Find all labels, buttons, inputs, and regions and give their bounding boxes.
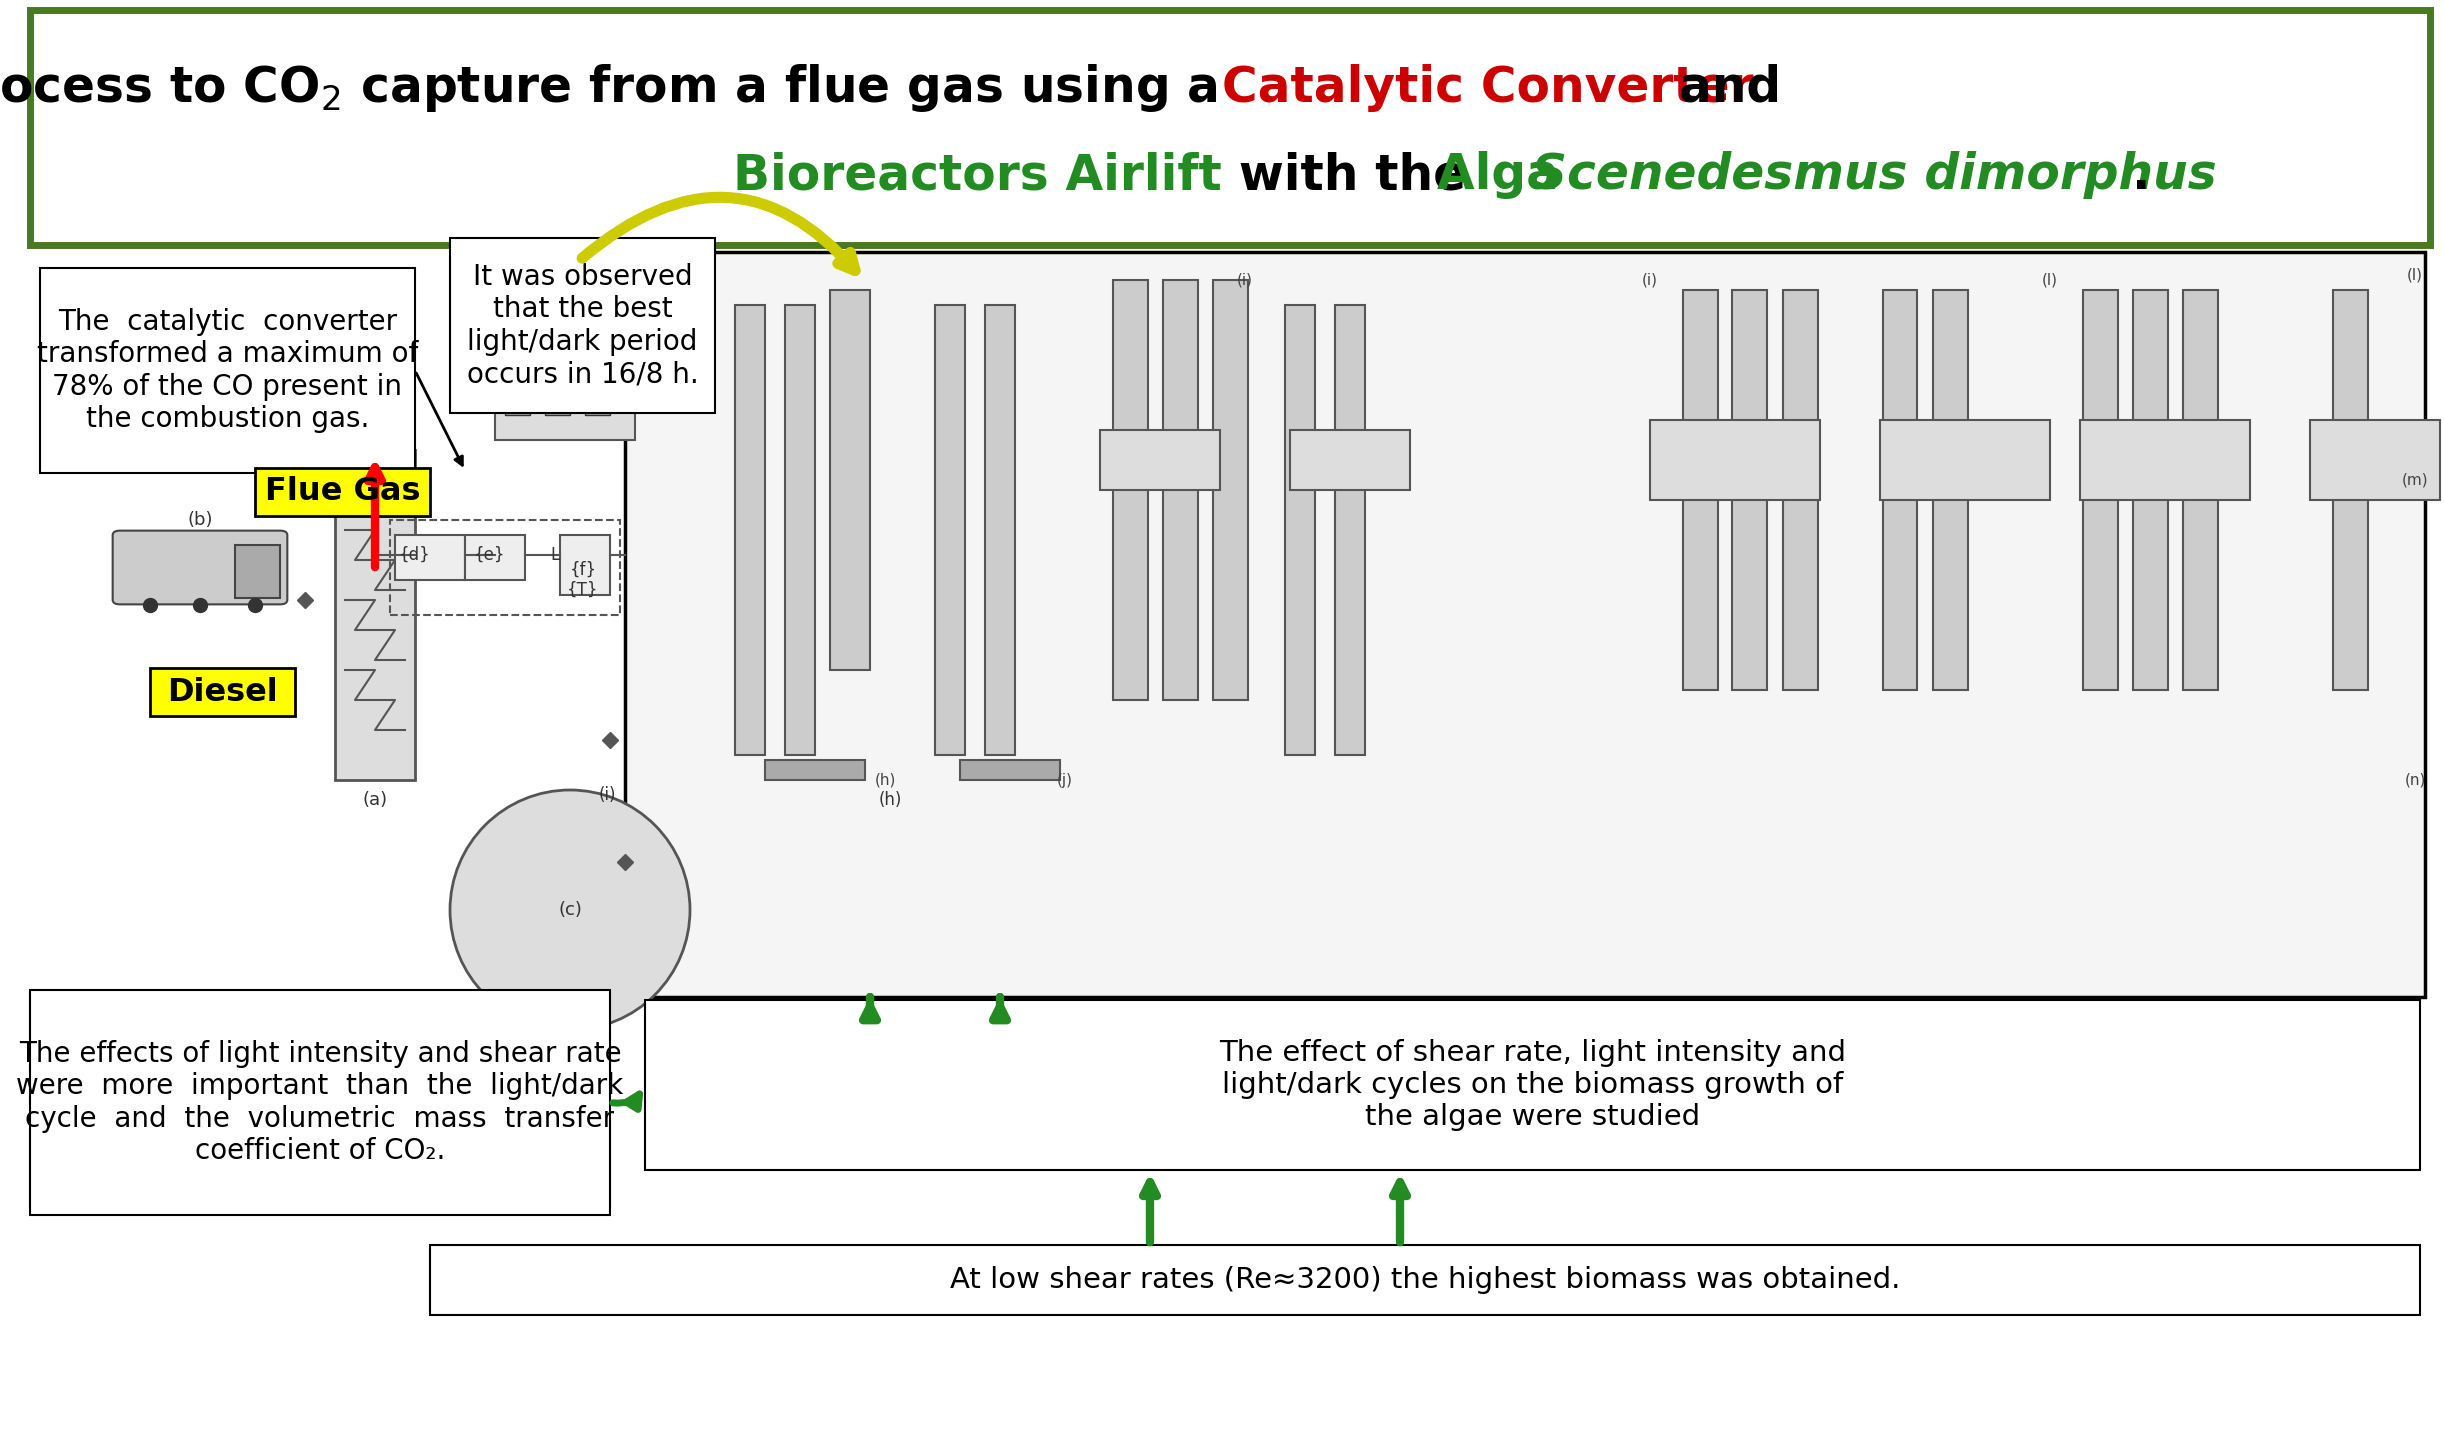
- Bar: [1681, 289, 1718, 691]
- Text: {d}: {d}: [398, 547, 430, 564]
- Text: {T}: {T}: [567, 582, 599, 599]
- Bar: [1879, 420, 2051, 500]
- FancyBboxPatch shape: [450, 238, 716, 413]
- Bar: [985, 305, 1014, 755]
- Bar: [396, 535, 464, 580]
- Bar: [1882, 289, 1919, 691]
- Text: The effects of light intensity and shear rate
were  more  important  than  the  : The effects of light intensity and shear…: [17, 1040, 623, 1165]
- Text: (h): (h): [877, 791, 902, 808]
- Text: (h): (h): [875, 772, 895, 788]
- Bar: [560, 535, 611, 595]
- Text: A process to CO$_2$ capture from a flue gas using a: A process to CO$_2$ capture from a flue …: [0, 63, 1222, 113]
- Bar: [1782, 289, 1818, 691]
- Bar: [584, 379, 611, 414]
- Bar: [2332, 289, 2368, 691]
- FancyBboxPatch shape: [254, 468, 430, 516]
- Bar: [831, 289, 870, 670]
- Bar: [1163, 281, 1198, 699]
- Text: (n): (n): [2405, 772, 2427, 788]
- Bar: [960, 760, 1061, 779]
- Bar: [1212, 281, 1246, 699]
- FancyBboxPatch shape: [626, 252, 2424, 997]
- Bar: [2134, 289, 2168, 691]
- Text: (b): (b): [188, 510, 213, 529]
- Text: Flue Gas: Flue Gas: [264, 477, 420, 507]
- Bar: [545, 379, 569, 414]
- Bar: [936, 305, 965, 755]
- Text: Bioreactors Airlift: Bioreactors Airlift: [733, 151, 1222, 199]
- Text: At low shear rates (Re≈3200) the highest biomass was obtained.: At low shear rates (Re≈3200) the highest…: [951, 1266, 1899, 1294]
- Text: .: .: [2131, 151, 2151, 199]
- Text: It was observed
that the best
light/dark period
occurs in 16/8 h.: It was observed that the best light/dark…: [467, 263, 699, 388]
- Bar: [506, 379, 530, 414]
- Text: (i): (i): [1237, 272, 1254, 288]
- Text: (c): (c): [557, 901, 582, 919]
- Bar: [1290, 430, 1410, 490]
- FancyBboxPatch shape: [645, 1000, 2420, 1170]
- Bar: [496, 369, 635, 441]
- Text: (l): (l): [2043, 272, 2058, 288]
- FancyArrowPatch shape: [582, 198, 855, 270]
- Ellipse shape: [450, 790, 689, 1029]
- Text: {g}: {g}: [550, 346, 582, 364]
- Bar: [2310, 420, 2439, 500]
- Text: (m): (m): [2402, 473, 2429, 487]
- FancyBboxPatch shape: [29, 10, 2429, 246]
- Bar: [1933, 289, 1967, 691]
- Text: Diesel: Diesel: [166, 676, 279, 708]
- Text: Scenedesmus dimorphus: Scenedesmus dimorphus: [1532, 151, 2217, 199]
- Text: Alga: Alga: [1437, 151, 1576, 199]
- Bar: [1650, 420, 1821, 500]
- Bar: [1112, 281, 1149, 699]
- Text: {k}: {k}: [315, 446, 345, 464]
- Bar: [235, 545, 281, 598]
- Text: with the: with the: [1222, 151, 1484, 199]
- FancyBboxPatch shape: [39, 268, 415, 473]
- Bar: [2080, 420, 2251, 500]
- Bar: [1286, 305, 1315, 755]
- Text: (i): (i): [1642, 272, 1657, 288]
- Text: L: L: [550, 547, 560, 564]
- FancyBboxPatch shape: [29, 990, 611, 1216]
- Bar: [1733, 289, 1767, 691]
- Text: (i): (i): [599, 787, 616, 804]
- Bar: [1334, 305, 1366, 755]
- Bar: [736, 305, 765, 755]
- Text: The  catalytic  converter
transformed a maximum of
78% of the CO present in
the : The catalytic converter transformed a ma…: [37, 308, 418, 433]
- FancyBboxPatch shape: [149, 667, 296, 715]
- Text: (j): (j): [1056, 772, 1073, 788]
- Bar: [785, 305, 814, 755]
- Bar: [464, 535, 525, 580]
- Text: (a): (a): [362, 791, 389, 808]
- Text: (l): (l): [2407, 268, 2422, 282]
- Bar: [335, 449, 415, 779]
- Text: {f}: {f}: [569, 561, 596, 579]
- FancyBboxPatch shape: [112, 531, 288, 605]
- Bar: [2182, 289, 2217, 691]
- Bar: [1100, 430, 1220, 490]
- FancyBboxPatch shape: [430, 1245, 2420, 1314]
- Text: Catalytic Converter: Catalytic Converter: [1222, 64, 1755, 112]
- Text: The effect of shear rate, light intensity and
light/dark cycles on the biomass g: The effect of shear rate, light intensit…: [1220, 1038, 1845, 1131]
- FancyArrowPatch shape: [613, 1093, 640, 1109]
- Text: and: and: [1662, 64, 1782, 112]
- Bar: [2082, 289, 2117, 691]
- Text: {e}: {e}: [474, 547, 506, 564]
- Bar: [765, 760, 865, 779]
